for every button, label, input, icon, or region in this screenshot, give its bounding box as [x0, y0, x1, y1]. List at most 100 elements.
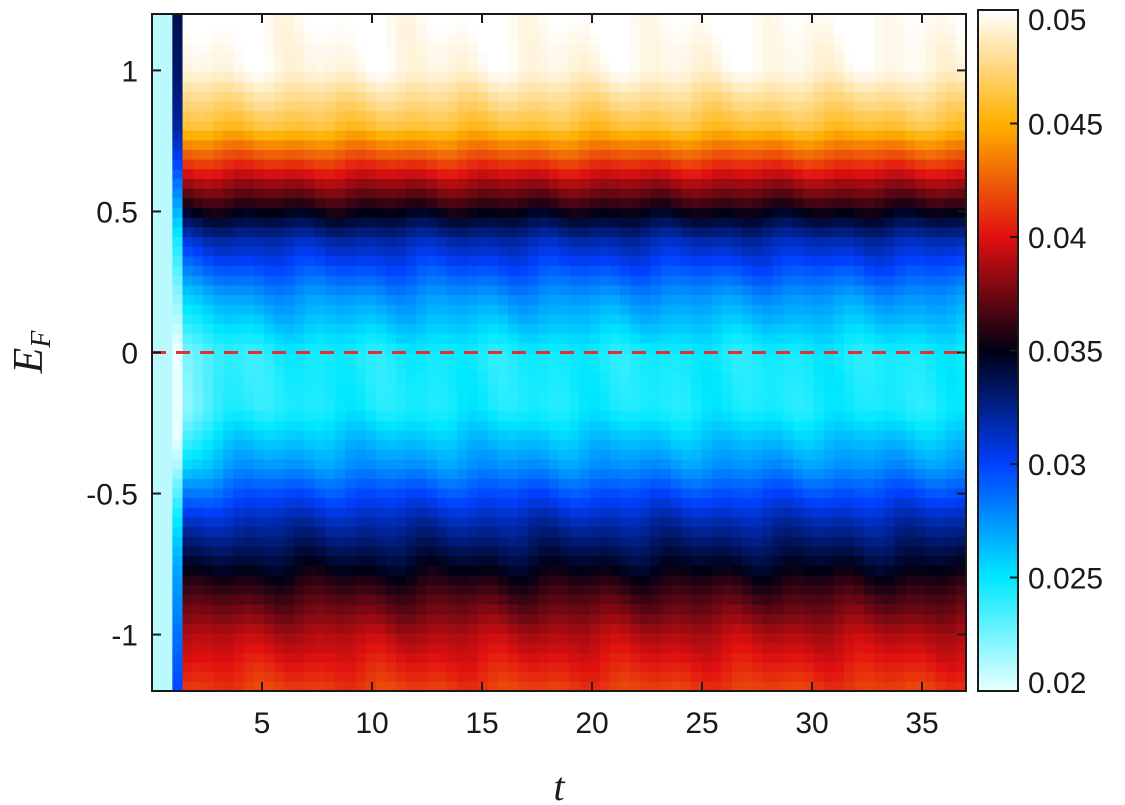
heatmap-cell	[620, 536, 631, 547]
heatmap-cell	[508, 313, 519, 325]
heatmap-cell	[365, 159, 377, 170]
heatmap-cell	[396, 265, 407, 276]
heatmap-cell	[843, 362, 855, 373]
heatmap-cell	[833, 681, 845, 691]
heatmap-cell	[355, 594, 367, 605]
heatmap-cell	[324, 381, 336, 392]
heatmap-cell	[335, 613, 346, 624]
heatmap-cell	[650, 159, 662, 170]
heatmap-cell	[375, 52, 387, 63]
heatmap-cell	[202, 33, 214, 44]
heatmap-cell	[823, 381, 835, 392]
heatmap-cell	[314, 652, 326, 663]
heatmap-cell	[640, 159, 652, 170]
heatmap-cell	[508, 371, 519, 383]
heatmap-cell	[640, 149, 652, 160]
heatmap-cell	[579, 507, 591, 518]
heatmap-cell	[406, 632, 418, 644]
heatmap-cell	[233, 275, 245, 286]
heatmap-cell	[569, 265, 580, 276]
heatmap-cell	[782, 236, 794, 247]
heatmap-cell	[528, 381, 540, 392]
heatmap-cell	[579, 33, 591, 44]
heatmap-cell	[620, 313, 631, 325]
heatmap-cell	[467, 642, 479, 653]
heatmap-cell	[559, 352, 570, 363]
heatmap-cell	[518, 478, 530, 489]
heatmap-cell	[386, 487, 397, 499]
heatmap-cell	[599, 458, 611, 470]
heatmap-cell	[396, 323, 407, 334]
heatmap-cell	[731, 236, 743, 247]
heatmap-cell	[731, 516, 743, 528]
heatmap-cell	[192, 23, 204, 34]
heatmap-cell	[355, 362, 367, 373]
heatmap-cell	[538, 101, 550, 112]
heatmap-cell	[314, 265, 326, 276]
heatmap-cell	[274, 178, 285, 189]
heatmap-cell	[630, 255, 642, 267]
heatmap-cell	[803, 81, 814, 92]
heatmap-cell	[335, 284, 346, 296]
heatmap-cell	[355, 623, 367, 634]
heatmap-cell	[304, 168, 316, 180]
heatmap-cell	[274, 246, 285, 257]
heatmap-cell	[823, 420, 835, 431]
heatmap-cell	[559, 381, 570, 392]
heatmap-cell	[650, 188, 662, 199]
heatmap-cell	[609, 62, 621, 73]
heatmap-cell	[447, 101, 458, 112]
heatmap-cell	[854, 565, 865, 576]
heatmap-cell	[477, 391, 489, 402]
heatmap-cell	[762, 449, 774, 460]
heatmap-cell	[497, 62, 509, 73]
heatmap-cell	[416, 545, 428, 557]
heatmap-cell	[711, 381, 723, 392]
heatmap-cell	[457, 516, 469, 528]
heatmap-cell	[223, 623, 234, 634]
heatmap-cell	[274, 439, 285, 450]
heatmap-cell	[711, 362, 723, 373]
heatmap-cell	[223, 352, 234, 363]
heatmap-cell	[152, 207, 163, 218]
heatmap-cell	[487, 246, 499, 257]
heatmap-cell	[528, 110, 540, 121]
heatmap-cell	[711, 516, 723, 528]
heatmap-cell	[518, 14, 530, 25]
heatmap-cell	[589, 565, 601, 576]
heatmap-cell	[630, 159, 642, 170]
heatmap-cell	[253, 275, 265, 286]
heatmap-cell	[559, 536, 570, 547]
heatmap-cell	[742, 313, 753, 325]
heatmap-cell	[324, 362, 336, 373]
heatmap-cell	[426, 101, 438, 112]
heatmap-cell	[355, 342, 367, 354]
heatmap-cell	[436, 120, 448, 131]
heatmap-cell	[497, 391, 509, 402]
heatmap-cell	[345, 420, 357, 431]
heatmap-cell	[243, 652, 255, 663]
heatmap-cell	[559, 478, 570, 489]
heatmap-cell	[355, 313, 367, 325]
heatmap-cell	[579, 313, 591, 325]
heatmap-cell	[243, 642, 255, 653]
heatmap-cell	[620, 342, 631, 354]
heatmap-cell	[345, 275, 357, 286]
heatmap-cell	[345, 246, 357, 257]
heatmap-cell	[497, 255, 509, 267]
heatmap-cell	[742, 72, 753, 83]
heatmap-cell	[416, 120, 428, 131]
heatmap-cell	[487, 458, 499, 470]
heatmap-cell	[721, 91, 733, 102]
heatmap-cell	[772, 255, 784, 267]
heatmap-cell	[152, 410, 163, 421]
heatmap-cell	[335, 516, 346, 528]
heatmap-cell	[599, 294, 611, 305]
heatmap-cell	[670, 43, 682, 54]
heatmap-cell	[681, 545, 692, 557]
heatmap-cell	[508, 381, 519, 392]
heatmap-cell	[762, 371, 774, 383]
heatmap-cell	[721, 478, 733, 489]
heatmap-cell	[314, 400, 326, 412]
heatmap-cell	[701, 333, 713, 344]
